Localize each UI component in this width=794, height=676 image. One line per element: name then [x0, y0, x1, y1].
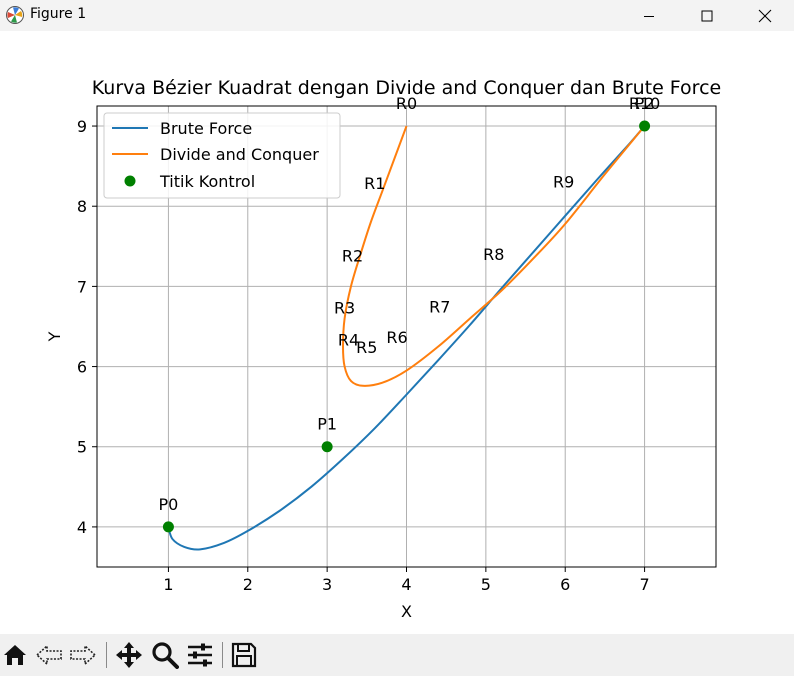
y-tick-label: 8: [77, 197, 87, 216]
y-tick-label: 7: [77, 277, 87, 296]
axis-ticks: 1 2 3 4 5 6 7 4 5 6 7 8 9: [77, 117, 650, 594]
x-tick-label: 7: [639, 575, 649, 594]
y-tick-label: 9: [77, 117, 87, 136]
control-point-label: P1: [317, 415, 337, 434]
control-point: [162, 521, 174, 533]
maximize-icon: [701, 10, 713, 21]
home-icon: [4, 645, 26, 665]
back-button[interactable]: [34, 640, 64, 670]
navigation-toolbar: [0, 634, 794, 676]
close-button[interactable]: [736, 0, 794, 31]
y-tick-label: 6: [77, 358, 87, 377]
window-titlebar: Figure 1: [0, 0, 794, 31]
y-tick-label: 5: [77, 438, 87, 457]
pan-button[interactable]: [114, 640, 144, 670]
x-tick-label: 5: [481, 575, 491, 594]
configure-subplots-icon: [188, 643, 212, 667]
home-button[interactable]: [0, 640, 30, 670]
legend: Brute Force Divide and Conquer Titik Kon…: [103, 112, 341, 199]
back-icon: [35, 644, 62, 666]
annotation-label: R5: [356, 338, 377, 357]
minimize-icon: [644, 15, 654, 17]
control-points: P0 P1 P2: [159, 94, 655, 533]
annotation-label: R7: [429, 298, 450, 317]
annotation-label: R1: [364, 174, 385, 193]
maximize-button[interactable]: [678, 0, 736, 31]
annotation-label: R4: [338, 331, 359, 350]
save-icon: [231, 642, 257, 668]
control-point-label: P2: [635, 94, 655, 113]
series-line-brute-force: [167, 125, 646, 551]
minimize-button[interactable]: [620, 0, 678, 31]
forward-button[interactable]: [68, 640, 98, 670]
configure-subplots-button[interactable]: [185, 640, 215, 670]
toolbar-separator: [222, 642, 223, 668]
forward-icon: [70, 644, 97, 666]
legend-label-titik-kontrol: Titik Kontrol: [159, 172, 255, 191]
legend-swatch-titik-kontrol: [124, 175, 136, 187]
matplotlib-icon: [5, 5, 25, 25]
legend-label-brute-force: Brute Force: [160, 119, 252, 138]
legend-box: [103, 112, 341, 199]
control-point: [321, 441, 333, 453]
chart-title: Kurva Bézier Kuadrat dengan Divide and C…: [92, 77, 721, 99]
x-tick-label: 1: [163, 575, 173, 594]
pan-icon: [116, 642, 142, 668]
annotation-label: R0: [396, 94, 417, 113]
legend-label-divide-and-conquer: Divide and Conquer: [160, 145, 319, 164]
x-axis-label: X: [401, 602, 412, 621]
control-point-label: P0: [159, 495, 179, 514]
annotation-label: R2: [342, 246, 363, 265]
figure-canvas: P0 P1 P2 R0 R1 R2 R3 R4 R5 R6 R7 R8 R9 R10 1 2 3 4 5 6 7 4 5…: [0, 31, 794, 634]
x-tick-label: 3: [322, 575, 332, 594]
x-tick-label: 6: [560, 575, 570, 594]
y-axis-label: Y: [45, 331, 64, 342]
annotation-label: R3: [334, 298, 355, 317]
x-tick-label: 4: [401, 575, 411, 594]
annotation-label: R6: [386, 328, 407, 347]
close-icon: [758, 9, 772, 22]
series-lines: [167, 125, 646, 551]
window-title: Figure 1: [30, 6, 87, 22]
control-point: [639, 120, 651, 132]
zoom-button[interactable]: [150, 640, 180, 670]
x-tick-label: 2: [243, 575, 253, 594]
annotation-label: R8: [483, 245, 504, 264]
zoom-icon: [152, 642, 179, 669]
y-tick-label: 4: [77, 518, 87, 537]
toolbar-separator: [106, 642, 107, 668]
annotation-label: R10: [629, 94, 660, 113]
save-button[interactable]: [229, 640, 259, 670]
annotation-label: R9: [553, 173, 574, 192]
series-line-divide-and-conquer: [342, 125, 646, 387]
